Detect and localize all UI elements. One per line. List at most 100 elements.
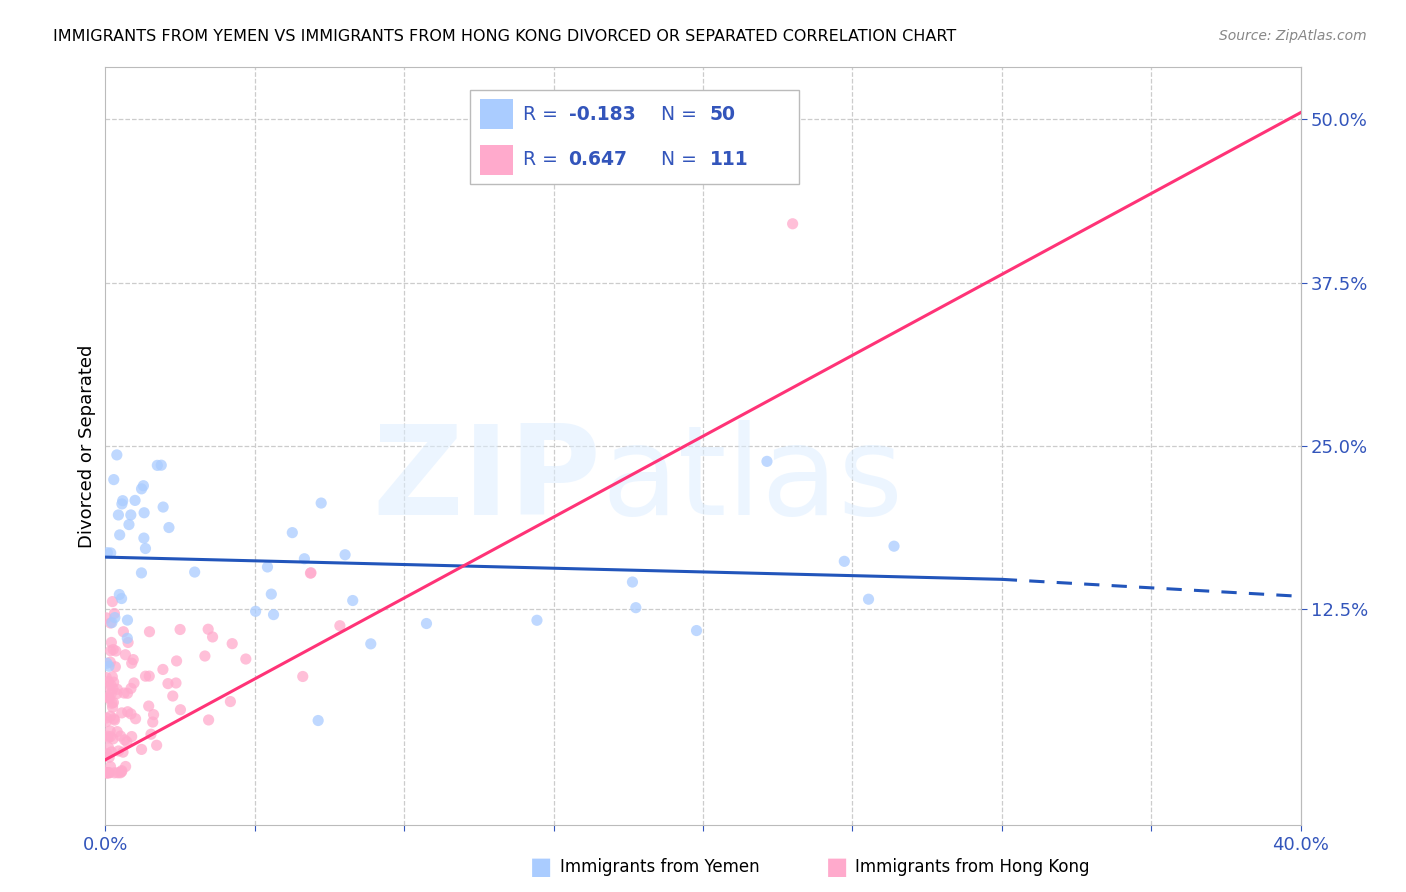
Point xyxy=(281,525,304,540)
Point xyxy=(105,448,128,462)
Point xyxy=(221,637,243,651)
Point xyxy=(197,713,219,727)
Point xyxy=(131,482,153,496)
Point xyxy=(142,714,165,729)
Point xyxy=(183,565,205,579)
Point xyxy=(121,730,143,744)
Point xyxy=(100,678,122,692)
Point xyxy=(256,560,278,574)
Point xyxy=(105,724,128,739)
Point xyxy=(103,695,125,709)
Point xyxy=(111,497,134,511)
Point xyxy=(101,594,124,608)
Point xyxy=(291,669,314,683)
Point xyxy=(101,700,124,714)
Point xyxy=(100,635,122,649)
Point xyxy=(132,479,155,493)
Point xyxy=(97,690,120,705)
Point xyxy=(104,644,127,658)
Text: Source: ZipAtlas.com: Source: ZipAtlas.com xyxy=(1219,29,1367,43)
Point xyxy=(107,744,129,758)
Point xyxy=(120,508,142,522)
Point xyxy=(139,727,162,741)
Point xyxy=(132,531,155,545)
Text: ■: ■ xyxy=(530,855,553,879)
Point xyxy=(858,592,880,607)
Point xyxy=(120,706,142,721)
Point xyxy=(101,615,124,630)
Point xyxy=(131,742,153,756)
Point xyxy=(124,712,146,726)
Point xyxy=(98,655,121,669)
Point xyxy=(117,635,139,649)
Point xyxy=(97,765,120,780)
Point xyxy=(260,587,283,601)
Text: ZIP: ZIP xyxy=(373,419,602,541)
Text: atlas: atlas xyxy=(602,419,904,541)
Point xyxy=(112,624,135,639)
Point xyxy=(114,759,136,773)
Point xyxy=(169,623,191,637)
Point xyxy=(245,604,267,618)
Point xyxy=(117,686,139,700)
Point xyxy=(97,674,120,689)
Text: IMMIGRANTS FROM YEMEN VS IMMIGRANTS FROM HONG KONG DIVORCED OR SEPARATED CORRELA: IMMIGRANTS FROM YEMEN VS IMMIGRANTS FROM… xyxy=(53,29,956,44)
Point xyxy=(114,648,136,662)
Point xyxy=(111,745,134,759)
Point xyxy=(97,689,120,703)
Point xyxy=(96,671,118,685)
Point xyxy=(152,500,174,514)
Point xyxy=(134,669,156,683)
Point xyxy=(104,610,127,624)
Point xyxy=(103,712,125,726)
Point xyxy=(134,506,156,520)
Point xyxy=(105,687,128,701)
Point xyxy=(100,644,122,658)
Point xyxy=(97,729,120,743)
Point xyxy=(114,732,136,747)
Point xyxy=(122,652,145,666)
Point xyxy=(157,520,180,534)
Point xyxy=(156,676,179,690)
Point xyxy=(201,630,224,644)
Point xyxy=(108,528,131,542)
Point xyxy=(98,723,121,738)
Point xyxy=(146,458,169,473)
Point xyxy=(162,689,184,703)
Point xyxy=(165,676,187,690)
Point xyxy=(360,637,382,651)
Point xyxy=(101,696,124,710)
Point xyxy=(197,622,219,636)
Point xyxy=(117,705,139,719)
Point xyxy=(101,681,124,696)
Point xyxy=(103,765,125,780)
Point xyxy=(97,740,120,755)
Point xyxy=(96,765,118,780)
Point xyxy=(342,593,364,607)
Point xyxy=(121,657,143,671)
Point xyxy=(96,546,118,560)
Point xyxy=(98,691,121,706)
Point xyxy=(329,618,352,632)
Point xyxy=(96,714,118,729)
Point xyxy=(111,764,134,778)
Point xyxy=(120,681,142,696)
Point xyxy=(169,703,191,717)
Point xyxy=(235,652,257,666)
Point xyxy=(526,613,548,627)
Point xyxy=(100,759,122,773)
Point xyxy=(112,686,135,700)
Point xyxy=(97,731,120,745)
Point xyxy=(96,765,118,780)
Point xyxy=(124,493,146,508)
Point xyxy=(107,508,129,522)
Point xyxy=(263,607,285,622)
Point xyxy=(103,642,125,657)
Point xyxy=(134,541,156,556)
Point xyxy=(138,669,160,683)
Point xyxy=(103,473,125,487)
Point xyxy=(103,607,125,621)
Point xyxy=(111,706,134,720)
Point xyxy=(138,624,160,639)
Point xyxy=(107,765,129,780)
